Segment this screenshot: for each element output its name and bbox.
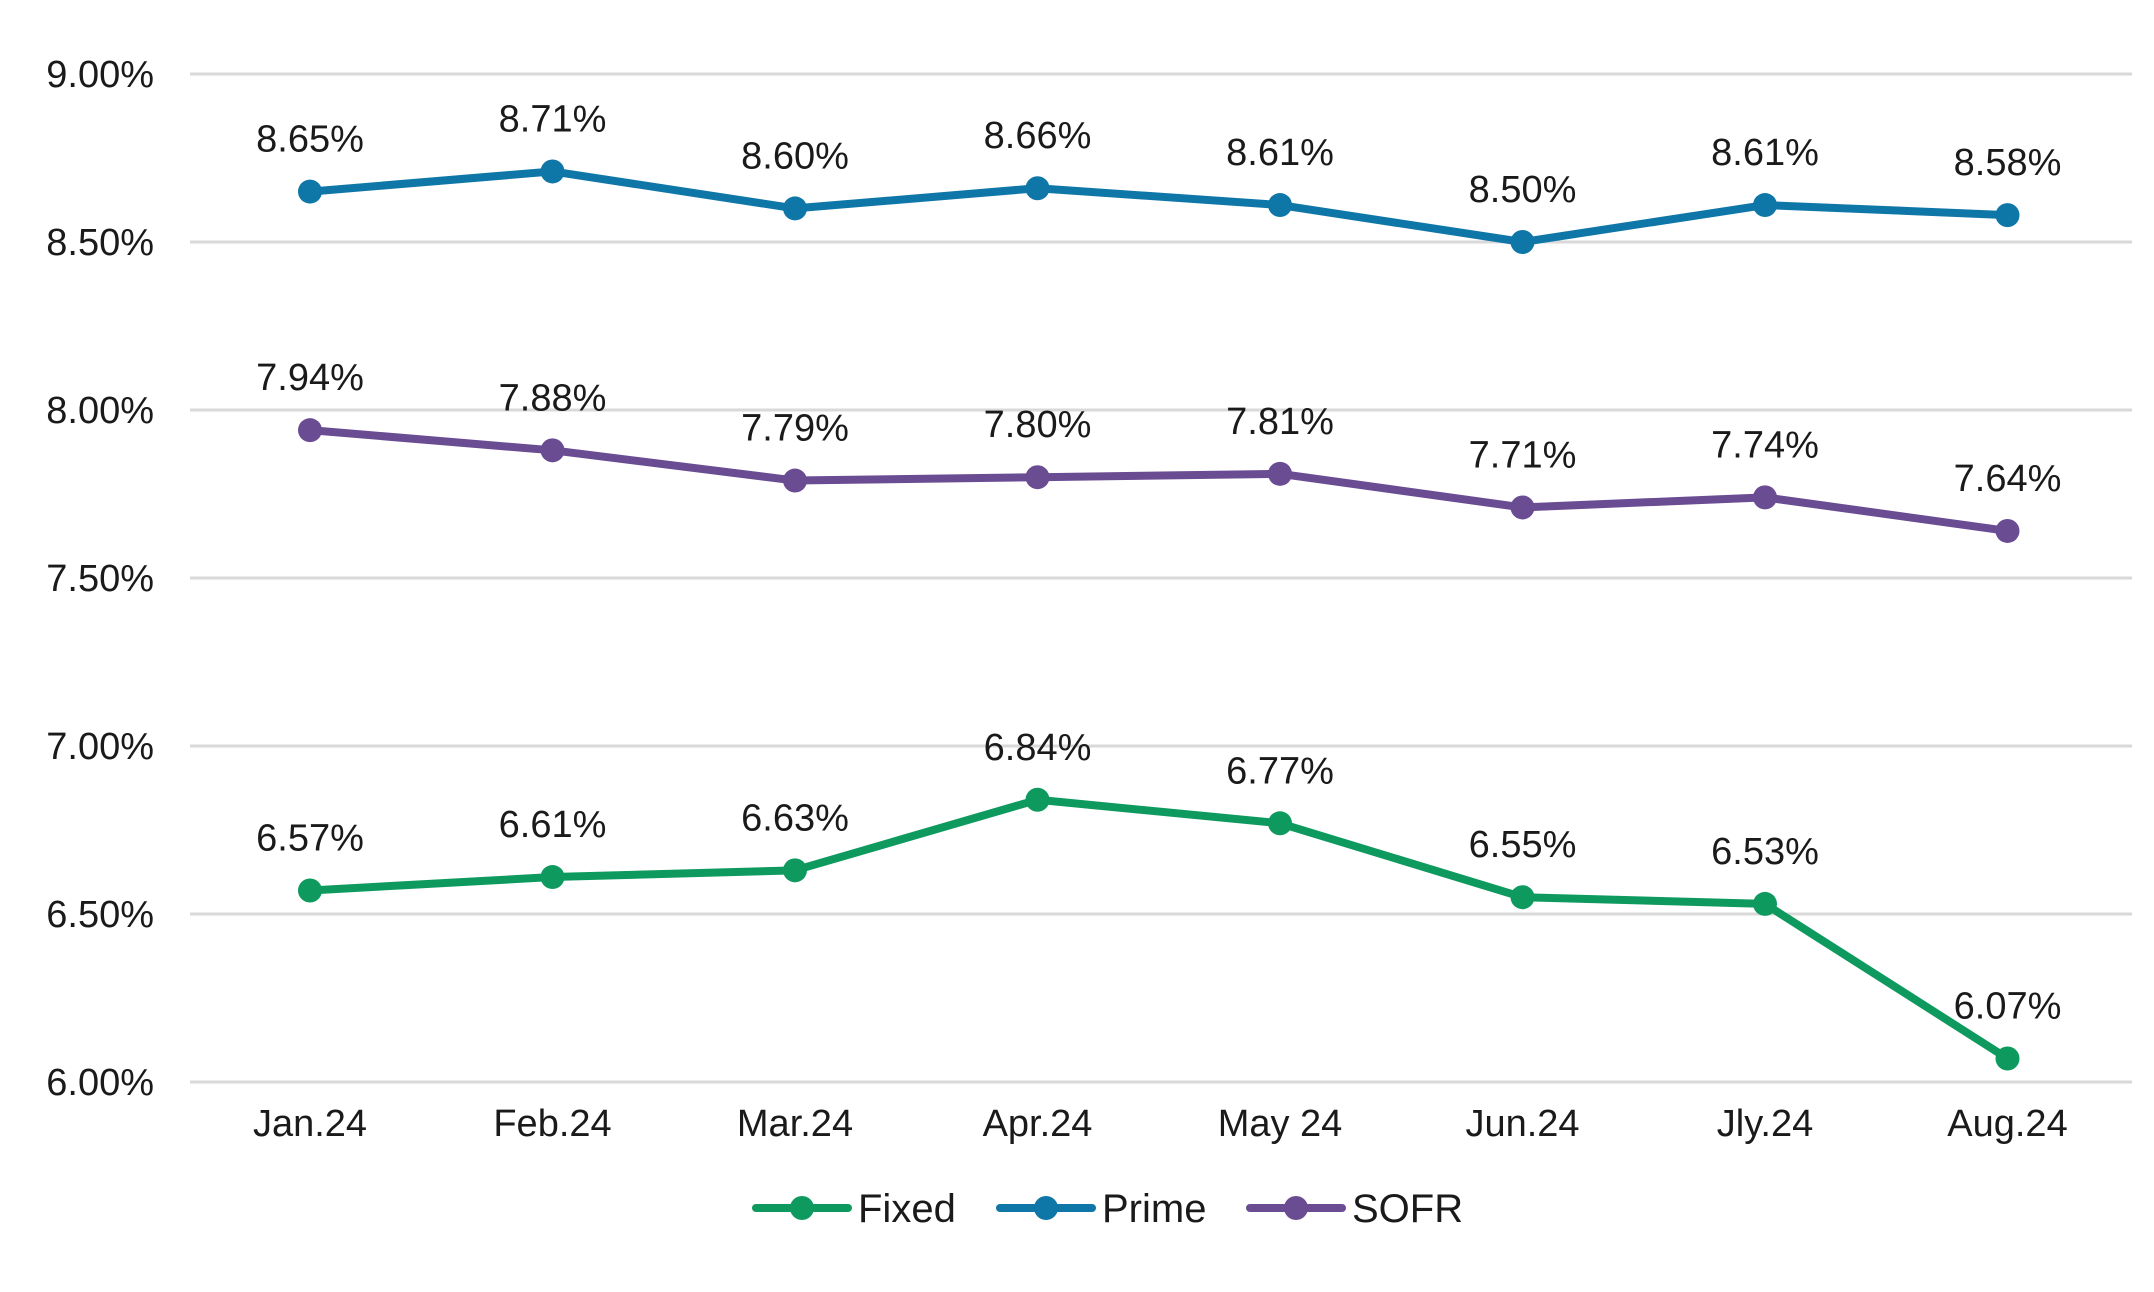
data-label-prime: 8.65% [256, 119, 364, 161]
data-point-fixed [1995, 1046, 2020, 1071]
legend: Fixed Prime SOFR [752, 1187, 1463, 1231]
data-label-prime: 8.60% [741, 135, 849, 177]
x-tick-label: Jan.24 [253, 1103, 367, 1145]
data-point-fixed [783, 858, 807, 883]
data-point-prime [1995, 203, 2020, 228]
x-tick-label: Aug.24 [1947, 1103, 2067, 1145]
y-tick-label: 9.00% [46, 54, 154, 96]
data-point-sofr [1025, 465, 1050, 490]
y-tick-label: 8.50% [46, 222, 154, 264]
legend-label-fixed: Fixed [858, 1187, 956, 1231]
data-label-fixed: 6.77% [1226, 750, 1334, 792]
data-label-prime: 8.58% [1954, 142, 2062, 184]
data-label-fixed: 6.57% [256, 817, 364, 859]
x-tick-label: Mar.24 [737, 1103, 853, 1145]
data-label-sofr: 7.74% [1711, 424, 1819, 466]
data-label-prime: 8.61% [1711, 132, 1819, 174]
x-tick-label: Jun.24 [1465, 1103, 1579, 1145]
data-point-sofr [1995, 518, 2020, 543]
data-label-prime: 8.71% [499, 98, 607, 140]
data-label-sofr: 7.79% [741, 408, 849, 450]
data-point-sofr [1510, 495, 1535, 520]
gridlines [190, 72, 2132, 1084]
data-label-fixed: 6.53% [1711, 831, 1819, 873]
data-label-fixed: 6.84% [984, 727, 1092, 769]
data-label-fixed: 6.61% [499, 804, 607, 846]
legend-item-fixed: Fixed [752, 1187, 956, 1231]
x-axis-tick-labels: Jan.24 Feb.24 Mar.24 Apr.24 May 24 Jun.24 Jly.… [253, 1103, 2068, 1145]
data-point-prime [1025, 176, 1050, 201]
series-line-sofr [306, 426, 2012, 535]
data-point-sofr [1268, 461, 1292, 486]
data-point-prime [783, 196, 807, 221]
x-tick-label: Feb.24 [493, 1103, 611, 1145]
data-point-sofr [298, 418, 322, 443]
legend-item-sofr: SOFR [1246, 1187, 1463, 1231]
data-labels: 6.57% 6.61% 6.63% 6.84% 6.77% 6.55% 6.53% 6.07%… [256, 98, 2061, 1027]
legend-swatch-marker [1284, 1196, 1308, 1220]
data-point-prime [1510, 230, 1535, 254]
data-point-sofr [1753, 485, 1777, 510]
y-axis-tick-labels: 6.00% 6.50% 7.00% 7.50% 8.00% 8.50% 9.00% [46, 54, 154, 1104]
data-label-sofr: 7.88% [499, 377, 607, 419]
y-tick-label: 7.00% [46, 726, 154, 768]
data-label-fixed: 6.55% [1469, 824, 1577, 866]
y-tick-label: 8.00% [46, 390, 154, 432]
x-tick-label: Apr.24 [983, 1103, 1093, 1145]
series-line-fixed [306, 795, 2012, 1063]
data-label-sofr: 7.64% [1954, 458, 2062, 500]
data-point-prime [1268, 193, 1292, 218]
data-label-sofr: 7.80% [984, 404, 1092, 446]
data-point-fixed [1753, 891, 1777, 916]
data-label-fixed: 6.07% [1954, 985, 2062, 1027]
data-point-sofr [783, 468, 807, 493]
legend-swatch-marker [1034, 1196, 1058, 1220]
data-point-prime [540, 159, 565, 184]
data-label-prime: 8.61% [1226, 132, 1334, 174]
series-group [298, 159, 2020, 1071]
series-line-prime [306, 167, 2012, 246]
data-point-fixed [1268, 811, 1292, 836]
data-point-prime [298, 179, 322, 204]
data-point-sofr [540, 438, 565, 463]
data-point-fixed [540, 865, 565, 890]
data-point-fixed [1510, 885, 1535, 910]
legend-label-sofr: SOFR [1352, 1187, 1463, 1231]
y-tick-label: 7.50% [46, 558, 154, 600]
legend-label-prime: Prime [1102, 1187, 1206, 1231]
data-label-prime: 8.50% [1469, 169, 1577, 211]
y-tick-label: 6.00% [46, 1062, 154, 1104]
data-label-fixed: 6.63% [741, 797, 849, 839]
data-point-prime [1753, 193, 1777, 218]
y-tick-label: 6.50% [46, 894, 154, 936]
data-point-fixed [298, 878, 322, 903]
x-tick-label: May 24 [1218, 1103, 1343, 1145]
data-label-sofr: 7.94% [256, 357, 364, 399]
legend-item-prime: Prime [996, 1187, 1206, 1231]
x-tick-label: Jly.24 [1717, 1103, 1813, 1145]
data-label-prime: 8.66% [984, 115, 1092, 157]
data-label-sofr: 7.81% [1226, 401, 1334, 443]
legend-swatch-marker [790, 1196, 814, 1220]
data-label-sofr: 7.71% [1469, 434, 1577, 476]
data-point-fixed [1025, 787, 1050, 812]
